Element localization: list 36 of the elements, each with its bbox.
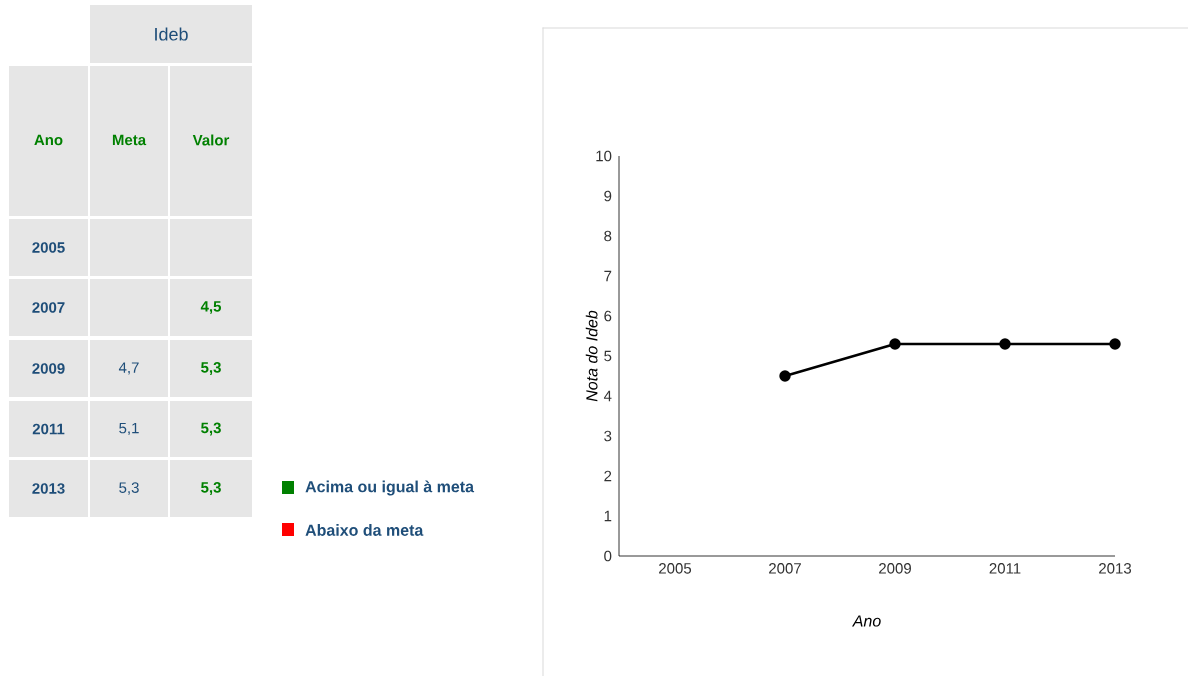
y-tick-label: 2013 <box>32 483 65 494</box>
y-tick-label: 9 <box>604 190 612 202</box>
y-tick-label: 2009 <box>32 363 65 374</box>
y-tick-label: 5 <box>604 350 612 362</box>
y-tick-label: 2011 <box>32 423 65 435</box>
y-tick-label: 7 <box>604 270 612 282</box>
data-label: 5,3 <box>119 482 139 495</box>
x-tick-label: 2007 <box>769 563 801 574</box>
x-tick-label: 2013 <box>1099 563 1132 574</box>
x-tick-label: 2009 <box>879 563 911 574</box>
data-label: 5,3 <box>201 362 221 375</box>
y-tick-label: 10 <box>596 150 612 162</box>
data-label: 5,3 <box>201 482 221 495</box>
data-label: 5,1 <box>119 422 139 436</box>
y-tick-label: 6 <box>604 310 612 322</box>
y-tick-label: 2 <box>604 470 612 482</box>
y-tick-label: 0 <box>604 550 612 562</box>
y-tick-label: 3 <box>604 430 612 442</box>
x-tick-label: 2011 <box>989 563 1021 574</box>
x-tick-label: Meta <box>112 134 147 146</box>
x-tick-label: 2005 <box>659 563 692 574</box>
text: Abaixo da meta <box>305 524 424 536</box>
y-axis-title: Nota do Ideb <box>585 310 598 402</box>
chart-title: Ideb <box>155 27 188 41</box>
text: Acima ou igual à meta <box>305 480 475 496</box>
y-tick-label: 2005 <box>32 242 65 253</box>
y-axis-title: Ano <box>34 134 63 146</box>
data-label: 4,5 <box>200 301 222 314</box>
y-tick-label: 8 <box>604 230 612 242</box>
x-axis-title: Ano <box>851 615 881 627</box>
y-tick-label: 2007 <box>32 302 65 313</box>
x-tick-label: Valor <box>192 134 230 146</box>
data-label: 4,7 <box>118 362 139 375</box>
y-tick-label: 1 <box>604 510 612 522</box>
y-tick-label: 4 <box>603 390 612 402</box>
data-label: 5,3 <box>201 422 221 436</box>
